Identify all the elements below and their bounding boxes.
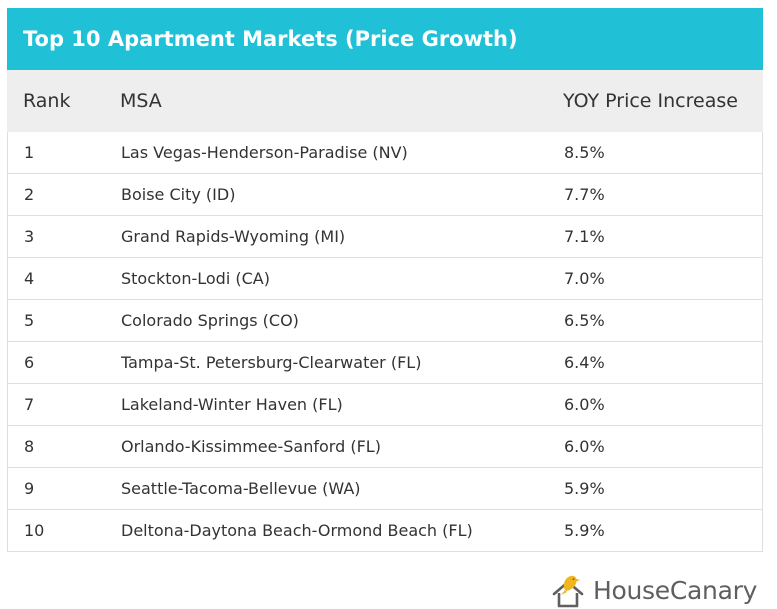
cell-msa: Orlando-Kissimmee-Sanford (FL): [121, 437, 381, 456]
table-row: 2 Boise City (ID) 7.7%: [7, 174, 763, 216]
table-row: 7 Lakeland-Winter Haven (FL) 6.0%: [7, 384, 763, 426]
cell-rank: 1: [24, 143, 35, 162]
cell-rank: 9: [24, 479, 35, 498]
cell-yoy-price-increase: 6.4%: [564, 353, 605, 372]
cell-yoy-price-increase: 8.5%: [564, 143, 605, 162]
cell-yoy-price-increase: 7.1%: [564, 227, 605, 246]
header-yoy-price-increase: YOY Price Increase: [563, 90, 738, 112]
cell-yoy-price-increase: 6.0%: [564, 395, 605, 414]
apartment-markets-table: Top 10 Apartment Markets (Price Growth) …: [7, 8, 763, 552]
header-rank: Rank: [23, 90, 71, 112]
cell-msa: Lakeland-Winter Haven (FL): [121, 395, 343, 414]
cell-rank: 5: [24, 311, 35, 330]
cell-msa: Las Vegas-Henderson-Paradise (NV): [121, 143, 408, 162]
cell-rank: 6: [24, 353, 35, 372]
cell-rank: 4: [24, 269, 35, 288]
cell-rank: 7: [24, 395, 35, 414]
cell-msa: Grand Rapids-Wyoming (MI): [121, 227, 346, 246]
canary-on-house-icon: [551, 572, 587, 608]
table-row: 3 Grand Rapids-Wyoming (MI) 7.1%: [7, 216, 763, 258]
cell-msa: Tampa-St. Petersburg-Clearwater (FL): [121, 353, 422, 372]
table-row: 10 Deltona-Daytona Beach-Ormond Beach (FL…: [7, 510, 763, 552]
table-header-row: Rank MSA YOY Price Increase: [7, 70, 763, 132]
cell-rank: 2: [24, 185, 35, 204]
housecanary-logo: HouseCanary: [551, 572, 757, 608]
brand-name: HouseCanary: [593, 575, 758, 605]
cell-rank: 8: [24, 437, 35, 456]
cell-msa: Deltona-Daytona Beach-Ormond Beach (FL): [121, 521, 473, 540]
table-row: 1 Las Vegas-Henderson-Paradise (NV) 8.5%: [7, 132, 763, 174]
cell-rank: 10: [24, 521, 45, 540]
cell-msa: Colorado Springs (CO): [121, 311, 299, 330]
table-row: 8 Orlando-Kissimmee-Sanford (FL) 6.0%: [7, 426, 763, 468]
table-row: 9 Seattle-Tacoma-Bellevue (WA) 5.9%: [7, 468, 763, 510]
cell-rank: 3: [24, 227, 35, 246]
cell-yoy-price-increase: 7.7%: [564, 185, 605, 204]
cell-yoy-price-increase: 6.5%: [564, 311, 605, 330]
table-row: 5 Colorado Springs (CO) 6.5%: [7, 300, 763, 342]
table-body: 1 Las Vegas-Henderson-Paradise (NV) 8.5% 2 B…: [7, 132, 763, 552]
table-row: 4 Stockton-Lodi (CA) 7.0%: [7, 258, 763, 300]
cell-yoy-price-increase: 5.9%: [564, 479, 605, 498]
cell-yoy-price-increase: 6.0%: [564, 437, 605, 456]
table-title: Top 10 Apartment Markets (Price Growth): [7, 8, 763, 70]
cell-msa: Stockton-Lodi (CA): [121, 269, 270, 288]
cell-msa: Seattle-Tacoma-Bellevue (WA): [121, 479, 361, 498]
cell-yoy-price-increase: 7.0%: [564, 269, 605, 288]
header-msa: MSA: [120, 90, 162, 112]
cell-yoy-price-increase: 5.9%: [564, 521, 605, 540]
cell-msa: Boise City (ID): [121, 185, 236, 204]
table-row: 6 Tampa-St. Petersburg-Clearwater (FL) 6.4…: [7, 342, 763, 384]
